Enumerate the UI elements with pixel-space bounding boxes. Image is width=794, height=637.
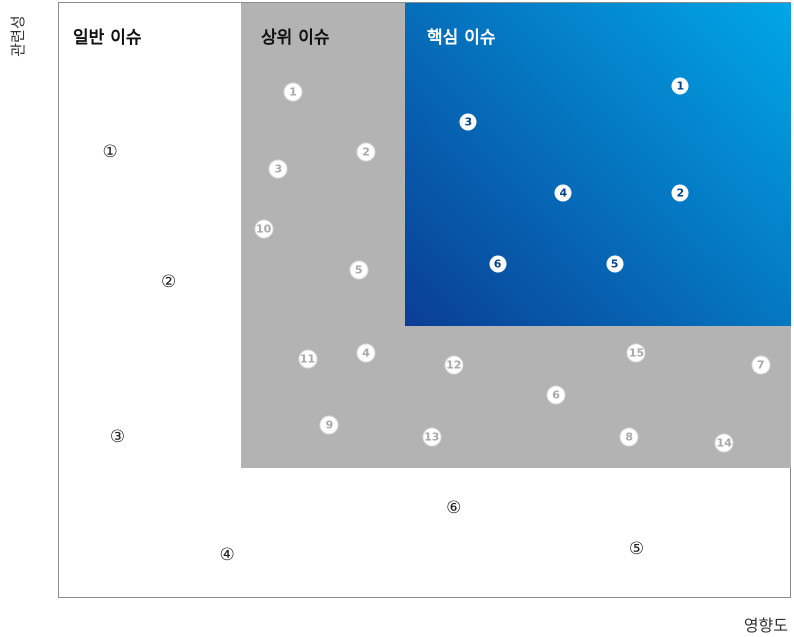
core-issue-marker-1: 1 [671, 77, 689, 95]
general-issue-marker-5: ⑤ [628, 539, 645, 560]
upper-issue-marker-10: 10 [254, 219, 274, 239]
general-issue-marker-3: ③ [109, 426, 126, 447]
core-issue-marker-6: 6 [489, 255, 507, 273]
upper-issue-marker-4: 4 [356, 343, 376, 363]
upper-issue-marker-14: 14 [714, 433, 734, 453]
general-issue-marker-6: ⑥ [446, 497, 462, 518]
core-issue-label: 핵심 이슈 [427, 28, 496, 48]
core-issue-marker-4: 4 [554, 184, 572, 202]
general-issue-label: 일반 이슈 [73, 28, 142, 48]
upper-issue-marker-9: 9 [319, 415, 339, 435]
y-axis-label: 관련성 [9, 15, 27, 57]
core-issue-marker-2: 2 [671, 184, 689, 202]
upper-issue-marker-7: 7 [751, 355, 771, 375]
upper-issue-marker-12: 12 [444, 355, 464, 375]
upper-issue-marker-15: 15 [626, 343, 646, 363]
chart-plot-area: 일반 이슈 상위 이슈 핵심 이슈 1 2 3 4 5 6 1 2 3 4 5 6 7 8 9 10 11 12 1… [58, 2, 791, 598]
upper-issue-marker-8: 8 [619, 427, 639, 447]
core-issue-marker-3: 3 [459, 113, 477, 131]
core-issue-region [405, 3, 791, 326]
x-axis-label: 영향도 [743, 616, 788, 635]
upper-issue-marker-13: 13 [422, 427, 442, 447]
upper-issue-label: 상위 이슈 [261, 28, 330, 48]
upper-issue-marker-6: 6 [546, 385, 566, 405]
upper-issue-marker-11: 11 [298, 349, 318, 369]
upper-issue-marker-2: 2 [356, 142, 376, 161]
general-issue-marker-1: ① [102, 141, 118, 162]
upper-issue-marker-5: 5 [349, 260, 369, 280]
core-issue-marker-5: 5 [606, 255, 624, 273]
upper-issue-marker-1: 1 [283, 82, 303, 102]
general-issue-marker-4: ④ [219, 545, 235, 566]
general-issue-marker-2: ② [161, 272, 177, 293]
upper-issue-marker-3: 3 [268, 159, 288, 179]
